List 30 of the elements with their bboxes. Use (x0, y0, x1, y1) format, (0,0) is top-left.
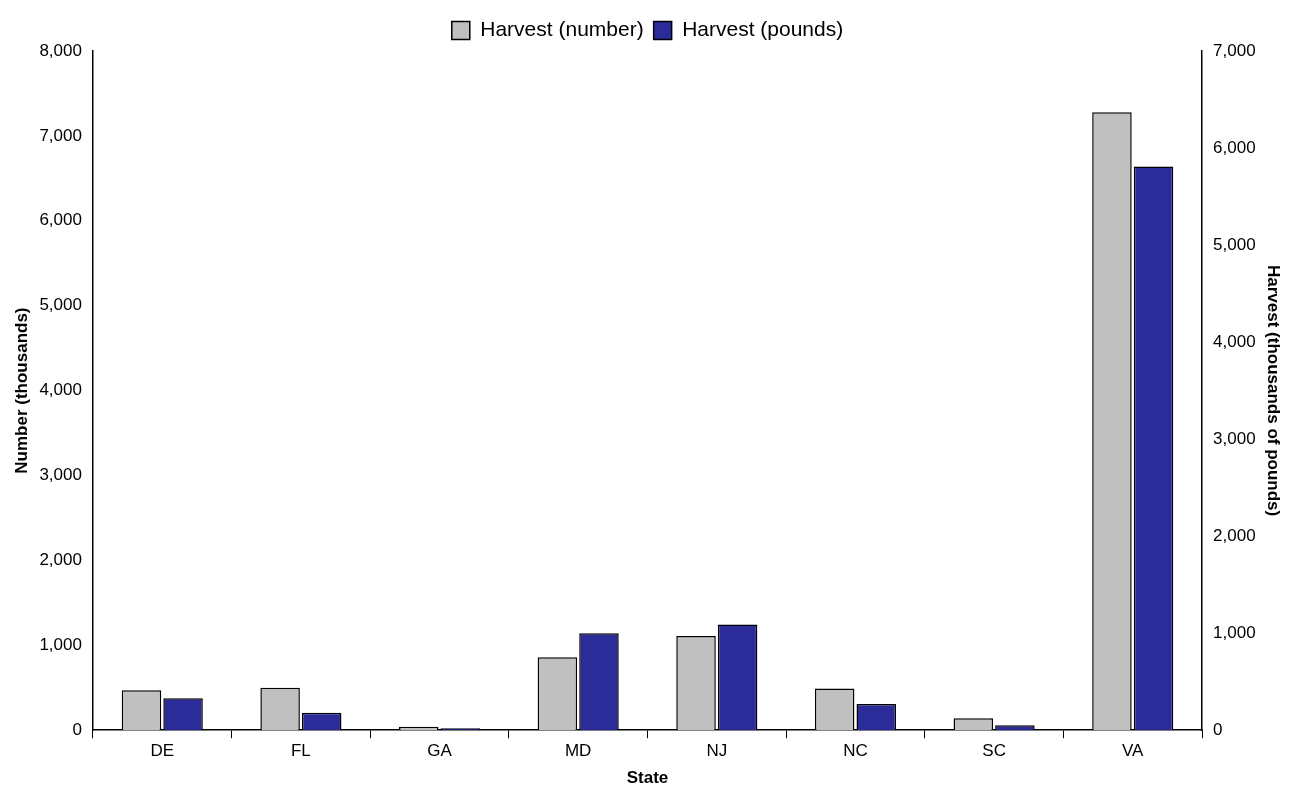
legend-label: Harvest (number) (480, 17, 644, 41)
y2-tick-label: 0 (1213, 719, 1223, 739)
y2-tick-label: 4,000 (1213, 331, 1256, 351)
y2-tick-label: 6,000 (1213, 137, 1256, 157)
y-tick-label: 7,000 (39, 125, 82, 145)
y2-tick-label: 2,000 (1213, 525, 1256, 545)
y-tick-label: 2,000 (39, 550, 82, 570)
x-tick-label: SC (982, 741, 1006, 761)
x-tick-label: NJ (706, 741, 728, 761)
y-tick-label: 5,000 (39, 295, 82, 315)
y2-tick-label: 7,000 (1213, 40, 1256, 60)
y-tick-label: 4,000 (39, 380, 82, 400)
y2-tick-label: 3,000 (1213, 428, 1256, 448)
x-axis-title: State (626, 768, 669, 788)
x-tick-label: NC (843, 741, 868, 761)
legend-label: Harvest (pounds) (682, 17, 844, 41)
y2-axis-title: Harvest (thousands of pounds) (1264, 264, 1284, 517)
y-tick-label: 3,000 (39, 465, 82, 485)
x-tick-label: VA (1122, 741, 1145, 761)
y-tick-label: 1,000 (39, 634, 82, 654)
y2-tick-label: 5,000 (1213, 234, 1256, 254)
y-tick-label: 0 (72, 719, 82, 739)
y-tick-label: 8,000 (39, 40, 82, 60)
x-tick-label: MD (564, 741, 592, 761)
x-tick-label: GA (427, 741, 453, 761)
x-tick-label: DE (150, 741, 175, 761)
x-tick-label: FL (290, 741, 311, 761)
y2-tick-label: 1,000 (1213, 622, 1256, 642)
y-tick-label: 6,000 (39, 210, 82, 230)
y-axis-title: Number (thousands) (11, 307, 31, 474)
